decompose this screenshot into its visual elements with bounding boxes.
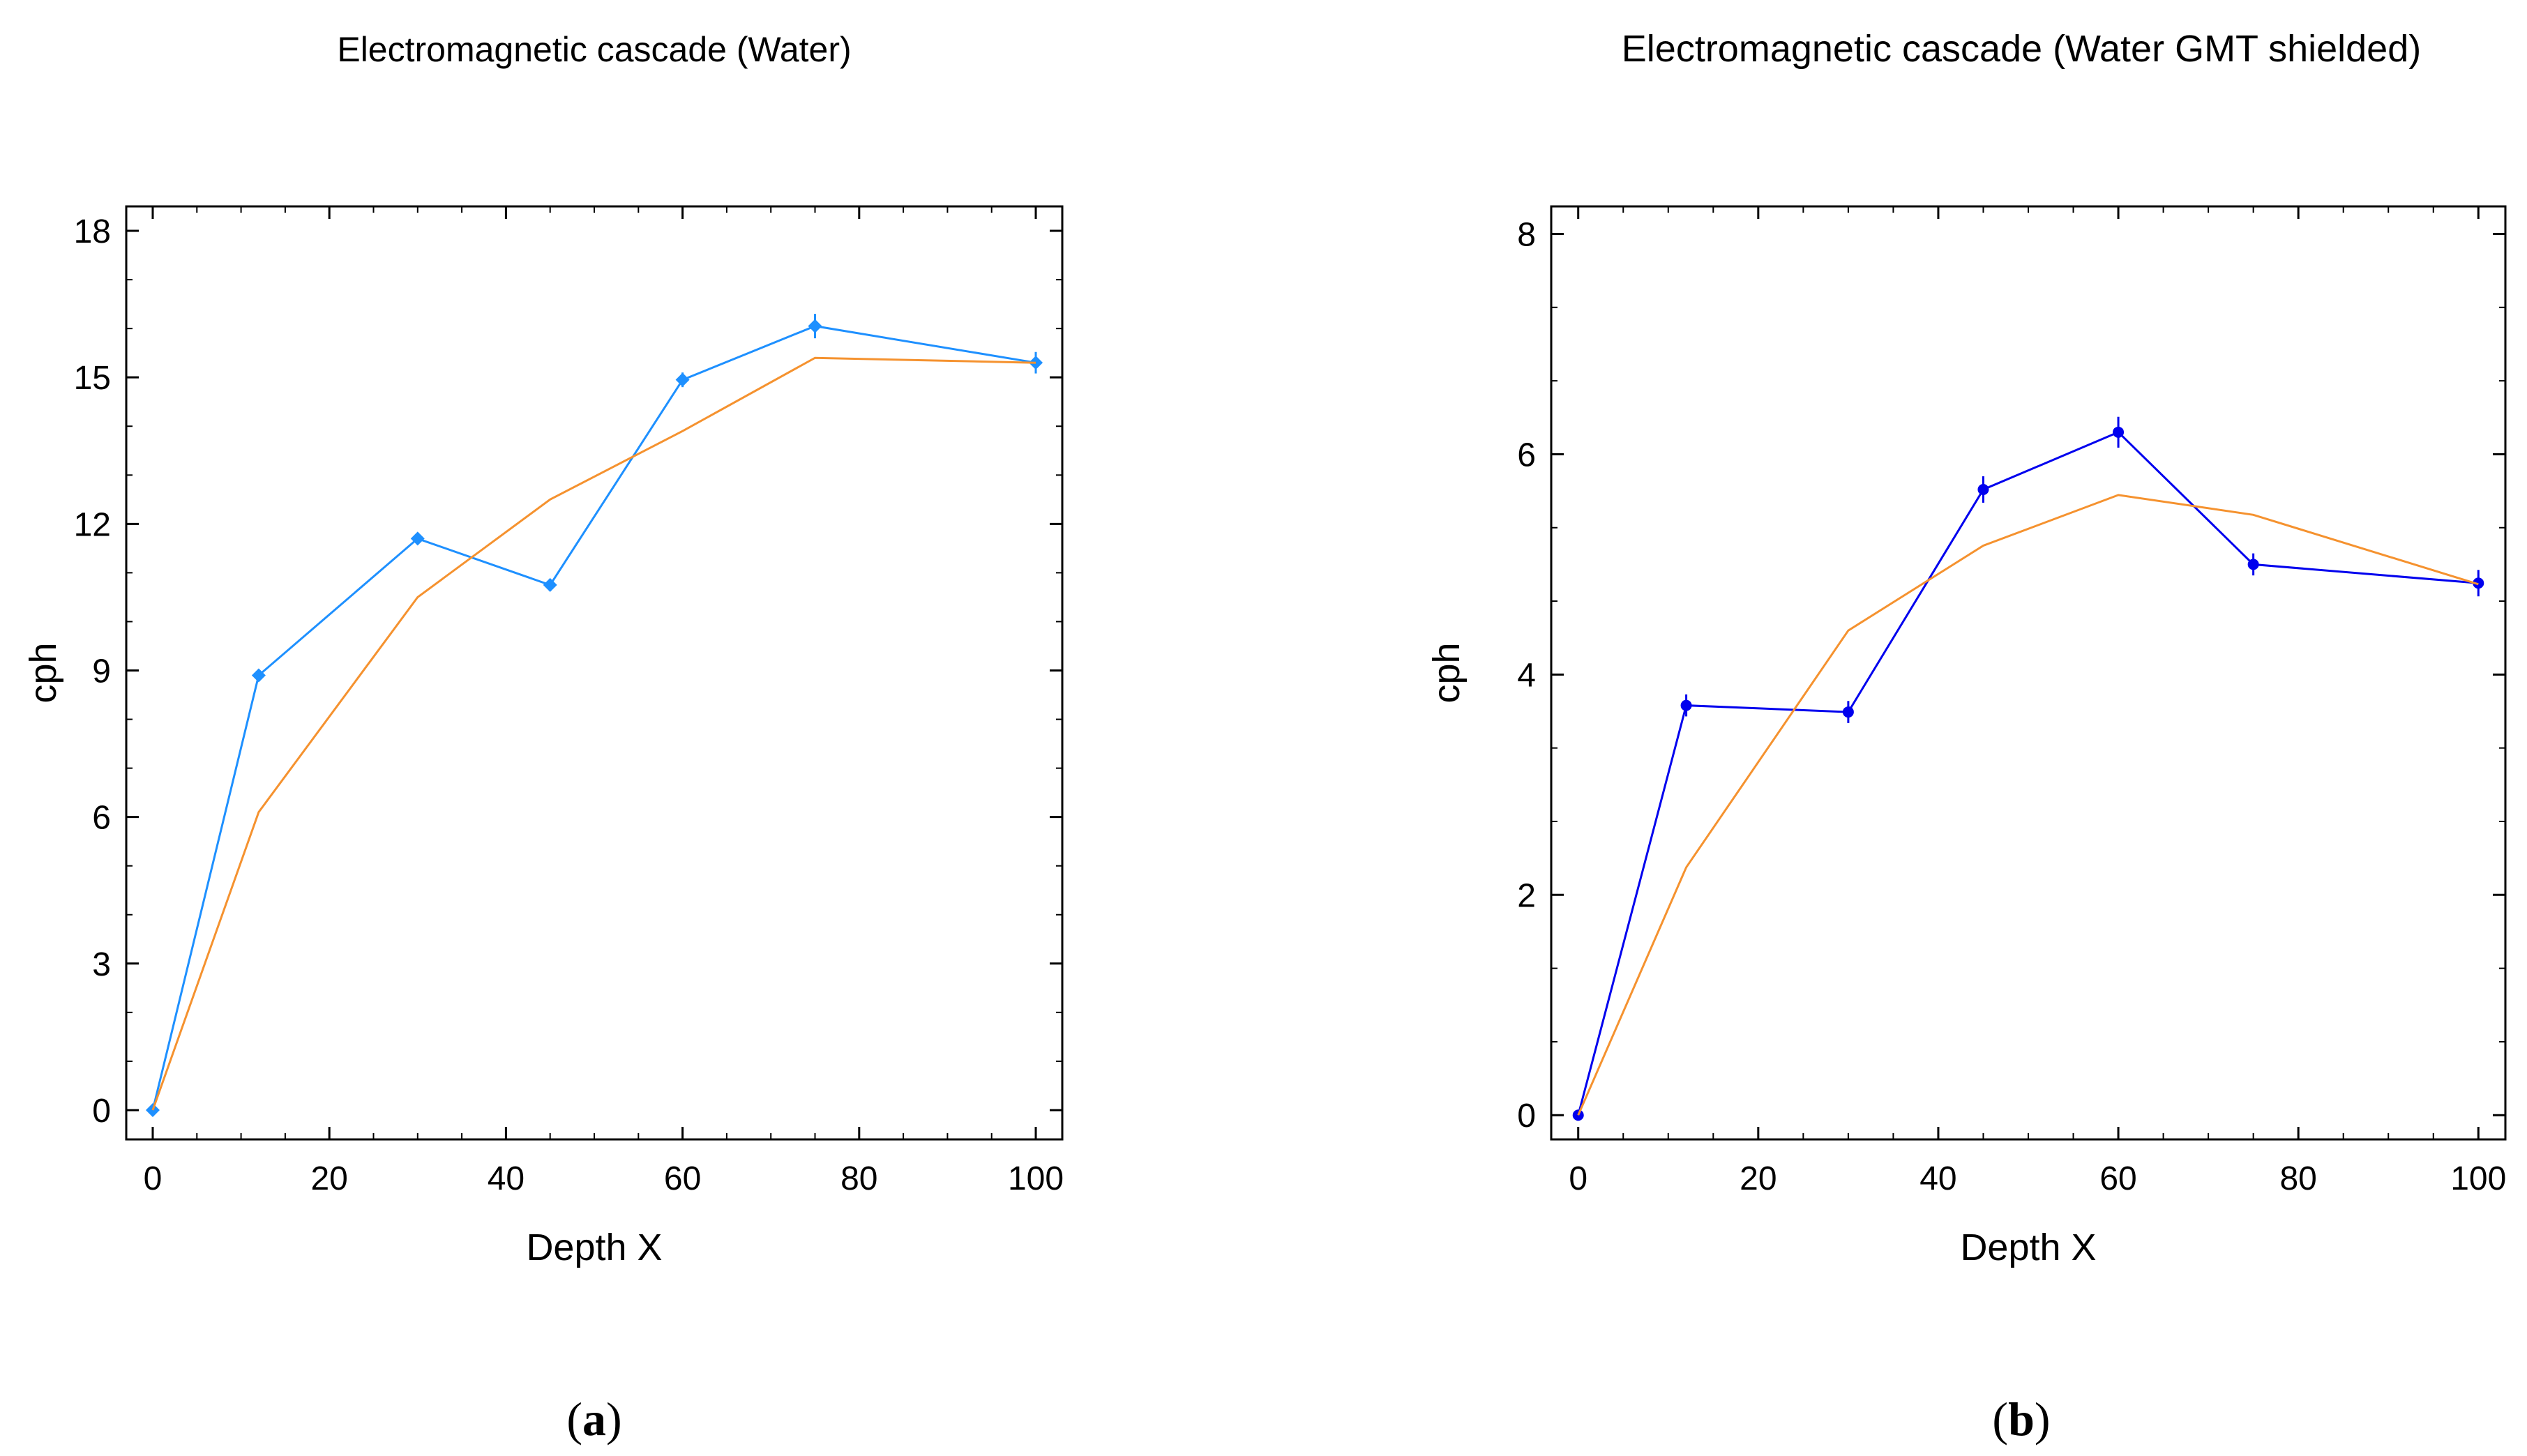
- x-tick-label: 40: [488, 1160, 525, 1197]
- data-point: [2247, 559, 2259, 570]
- x-tick-label: 80: [840, 1160, 877, 1197]
- data-point: [1842, 706, 1854, 718]
- y-tick-label: 8: [1517, 216, 1536, 253]
- x-tick-label: 0: [144, 1160, 163, 1197]
- series-line-fit: [1577, 494, 2479, 1116]
- x-tick-label: 60: [2099, 1160, 2136, 1197]
- x-tick-label: 20: [310, 1160, 347, 1197]
- y-tick-label: 6: [1517, 437, 1536, 473]
- data-point: [2113, 426, 2125, 438]
- chart-b: Electromagnetic cascade (Water GMT shiel…: [1426, 28, 2507, 1446]
- series-line-fit: [151, 356, 1036, 1111]
- panel-label: (b): [1992, 1393, 2050, 1446]
- x-tick-label: 100: [1008, 1160, 1064, 1197]
- data-point: [410, 531, 425, 546]
- y-tick-label: 6: [92, 800, 111, 837]
- y-tick-label: 18: [74, 213, 111, 250]
- chart-title: Electromagnetic cascade (Water): [337, 30, 851, 69]
- data-point: [1029, 356, 1043, 370]
- data-point: [808, 319, 822, 333]
- x-tick-label: 20: [1740, 1160, 1777, 1197]
- y-tick-label: 0: [92, 1093, 111, 1130]
- y-tick-label: 2: [1517, 877, 1536, 914]
- x-tick-label: 0: [1569, 1160, 1587, 1197]
- y-axis-label: cph: [1426, 642, 1468, 703]
- x-tick-label: 100: [2450, 1160, 2506, 1197]
- y-tick-label: 9: [92, 653, 111, 690]
- y-axis-label: cph: [22, 642, 64, 703]
- x-tick-label: 40: [1919, 1160, 1956, 1197]
- x-axis-label: Depth X: [1960, 1227, 2096, 1268]
- y-tick-label: 4: [1517, 657, 1536, 694]
- data-point: [1977, 483, 1989, 495]
- chart-a: Electromagnetic cascade (Water) 0 20 40 60 8…: [22, 30, 1064, 1446]
- series-line-measured: [1577, 431, 2479, 1116]
- data-point: [543, 577, 557, 592]
- y-tick-label: 0: [1517, 1098, 1536, 1135]
- chart-title: Electromagnetic cascade (Water GMT shiel…: [1622, 28, 2421, 70]
- y-tick-label: 3: [92, 946, 111, 983]
- x-tick-label: 80: [2279, 1160, 2316, 1197]
- panel-label: (a): [566, 1393, 621, 1446]
- plot-frame: [1550, 205, 2507, 1141]
- data-point: [1572, 1109, 1584, 1121]
- plot-frame: [125, 205, 1064, 1141]
- x-tick-label: 60: [664, 1160, 701, 1197]
- data-point: [251, 668, 266, 683]
- data-point: [675, 372, 690, 387]
- x-axis-label: Depth X: [526, 1227, 662, 1268]
- y-tick-label: 12: [74, 506, 111, 543]
- y-tick-label: 15: [74, 360, 111, 397]
- series-line-measured: [151, 325, 1036, 1111]
- data-point: [1680, 699, 1692, 711]
